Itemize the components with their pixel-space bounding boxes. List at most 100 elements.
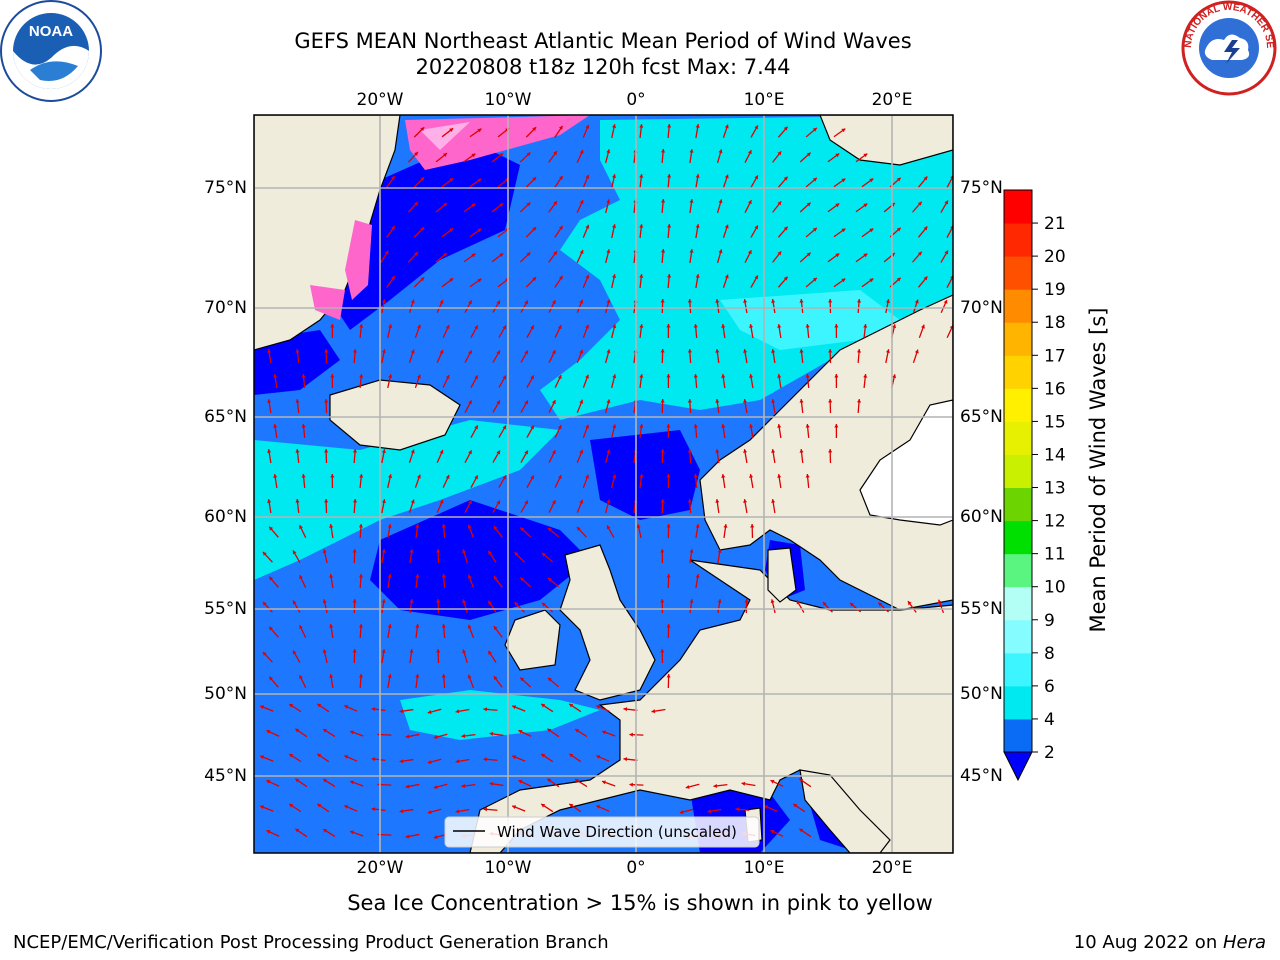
colorbar-tick-label: 15 <box>1044 412 1066 432</box>
wave-arrowhead <box>585 424 589 429</box>
colorbar-segment <box>1004 190 1032 224</box>
wave-arrowhead <box>747 200 752 205</box>
lon-tick-top: 20°E <box>871 90 913 110</box>
wave-arrowhead <box>812 177 817 182</box>
footer-date: 10 Aug 2022 on Hera <box>1074 932 1266 953</box>
wave-arrowhead <box>352 349 358 353</box>
wave-arrowhead <box>352 499 358 503</box>
wave-arrowhead <box>666 474 671 478</box>
wave-arrowhead <box>439 449 444 454</box>
wave-arrowhead <box>295 499 300 503</box>
wave-arrowhead <box>405 734 410 739</box>
wave-arrowhead <box>514 552 519 557</box>
wave-arrowhead <box>693 424 698 428</box>
wave-arrowhead <box>410 299 415 304</box>
wave-arrowhead <box>262 551 267 556</box>
wave-arrowhead <box>943 299 948 304</box>
wave-arrowhead <box>301 474 306 478</box>
wave-arrowhead <box>359 324 364 328</box>
wave-arrowhead <box>330 474 335 478</box>
high-period-region <box>720 290 900 350</box>
wave-arrowhead <box>471 153 476 158</box>
wave-arrowhead <box>856 399 862 403</box>
wave-arrowhead <box>551 400 556 405</box>
wave-arrowhead <box>715 449 720 453</box>
wave-arrowhead <box>267 449 272 453</box>
wave-arrowhead <box>462 549 467 554</box>
wave-arrowhead <box>358 624 363 628</box>
wave-arrowhead <box>496 350 500 355</box>
colorbar-segment <box>1004 685 1032 720</box>
wave-arrowhead <box>693 474 698 478</box>
wave-arrowhead <box>468 350 472 355</box>
map-legend: Wind Wave Direction (unscaled) <box>444 816 760 848</box>
wave-arrowhead <box>721 424 726 428</box>
wave-arrowhead <box>526 252 531 257</box>
wave-arrowhead <box>612 224 617 229</box>
wave-arrowhead <box>541 803 546 808</box>
wave-arrowhead <box>806 152 811 157</box>
wave-arrowhead <box>743 399 748 403</box>
wave-arrowhead <box>391 225 395 230</box>
wave-arrowhead <box>502 325 506 330</box>
wave-arrowhead <box>606 349 611 354</box>
wave-arrowhead <box>917 251 922 256</box>
wave-arrowhead <box>299 675 303 680</box>
wave-arrowhead <box>606 399 611 404</box>
wave-arrowhead <box>771 349 776 353</box>
lat-tick-right: 55°N <box>960 599 1003 619</box>
sea-ice <box>310 285 345 320</box>
wave-arrowhead <box>260 755 265 760</box>
wave-arrowhead <box>695 124 700 128</box>
svalbard <box>819 115 953 166</box>
wave-arrowhead <box>352 549 357 553</box>
wave-arrowhead <box>317 803 322 808</box>
wave-arrowhead <box>835 153 840 158</box>
wave-arrowhead <box>295 778 300 783</box>
wave-arrowhead <box>799 778 804 783</box>
wave-arrowhead <box>771 399 776 403</box>
wave-arrowhead <box>783 126 788 131</box>
wave-arrowhead <box>892 374 897 379</box>
wave-arrowhead <box>499 203 504 208</box>
wave-arrowhead <box>558 275 563 280</box>
wave-arrowhead <box>623 757 628 762</box>
wave-arrowhead <box>695 274 700 278</box>
colorbar-segment <box>1004 355 1032 389</box>
wave-arrowhead <box>596 805 601 809</box>
wave-arrowhead <box>724 174 729 179</box>
wave-arrowhead <box>449 128 454 133</box>
wave-arrowhead <box>439 299 444 304</box>
wave-arrowhead <box>602 780 606 785</box>
wave-arrowhead <box>596 755 601 759</box>
wave-arrowhead <box>532 277 537 282</box>
wave-arrowhead <box>841 128 846 133</box>
wave-arrowhead <box>433 834 438 839</box>
wave-arrowhead <box>518 779 523 784</box>
wave-arrowhead <box>828 299 833 303</box>
lon-tick-bottom: 20°W <box>356 858 404 878</box>
wave-arrowhead <box>869 278 874 283</box>
wave-arrowhead <box>493 676 498 681</box>
wave-arrowhead <box>502 425 506 430</box>
colorbar-segment <box>1004 652 1032 687</box>
wave-arrowhead <box>666 524 671 528</box>
wave-arrowhead <box>267 349 272 353</box>
wave-arrowhead <box>295 828 300 833</box>
wave-arrowhead <box>329 574 334 578</box>
wave-arrowhead <box>414 251 418 256</box>
wave-arrowhead <box>576 526 581 531</box>
wave-arrowhead <box>907 601 912 606</box>
wave-arrowhead <box>695 574 700 578</box>
wave-arrowhead <box>777 201 782 206</box>
wave-arrowhead <box>260 805 265 810</box>
lon-tick-bottom: 10°E <box>743 858 785 878</box>
wave-arrowhead <box>679 809 684 814</box>
wave-arrowhead <box>420 177 425 182</box>
wave-arrowhead <box>834 324 839 328</box>
wave-arrowhead <box>483 757 488 762</box>
caption: Sea Ice Concentration > 15% is shown in … <box>347 891 933 915</box>
wave-arrowhead <box>557 375 562 380</box>
wave-arrowhead <box>878 602 883 607</box>
wave-arrowhead <box>834 424 839 428</box>
